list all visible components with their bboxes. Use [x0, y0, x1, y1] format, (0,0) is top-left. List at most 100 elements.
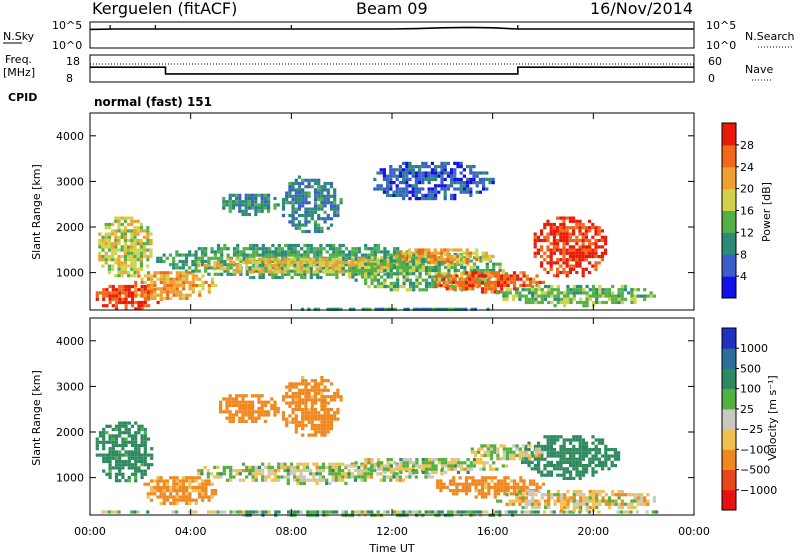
heatmap-cell: [254, 196, 258, 201]
date-title: 16/Nov/2014: [590, 0, 693, 18]
heatmap-cell: [317, 194, 321, 198]
heatmap-cell: [310, 414, 314, 418]
heatmap-cell: [508, 291, 512, 295]
heatmap-cell: [334, 264, 338, 268]
heatmap-cell: [286, 478, 290, 482]
heatmap-cell: [623, 493, 628, 497]
ytick-label: 4000: [56, 130, 84, 143]
heatmap-cell: [287, 510, 291, 514]
heatmap-cell: [102, 469, 106, 473]
heatmap-cell: [236, 253, 240, 257]
heatmap-cell: [470, 447, 474, 451]
heatmap-cell: [304, 178, 308, 182]
heatmap-cell: [552, 274, 556, 278]
heatmap-cell: [614, 294, 618, 298]
heatmap-cell: [291, 207, 295, 211]
heatmap-cell: [260, 394, 264, 398]
heatmap-cell: [317, 229, 321, 234]
heatmap-cell: [412, 464, 416, 468]
heatmap-cell: [261, 257, 265, 261]
heatmap-cell: [123, 261, 127, 265]
heatmap-cell: [460, 461, 464, 465]
heatmap-cell: [335, 275, 339, 280]
heatmap-cell: [146, 284, 151, 288]
heatmap-cell: [591, 226, 595, 230]
heatmap-cell: [428, 467, 432, 471]
heatmap-cell: [136, 226, 140, 230]
heatmap-cell: [546, 460, 550, 464]
heatmap-cell: [527, 300, 532, 305]
heatmap-cell: [490, 284, 494, 288]
heatmap-cell: [572, 496, 576, 500]
heatmap-cell: [271, 243, 275, 248]
heatmap-cell: [175, 263, 179, 267]
heatmap-cell: [607, 454, 611, 458]
heatmap-cell: [213, 250, 217, 254]
heatmap-cell: [178, 293, 183, 297]
heatmap-cell: [396, 278, 400, 282]
heatmap-cell: [293, 247, 297, 251]
heatmap-cell: [288, 382, 292, 386]
heatmap-cell: [395, 190, 399, 194]
heatmap-cell: [201, 482, 205, 486]
heatmap-cell: [302, 465, 306, 469]
heatmap-cell: [597, 229, 601, 233]
heatmap-cell: [405, 165, 409, 169]
nave-label: Nave: [745, 63, 773, 76]
heatmap-cell: [519, 284, 523, 288]
heatmap-cell: [537, 467, 541, 471]
heatmap-cell: [198, 277, 202, 281]
heatmap-cell: [528, 280, 533, 284]
heatmap-cell: [421, 193, 425, 197]
heatmap-cell: [489, 444, 494, 448]
heatmap-cell: [466, 458, 470, 462]
heatmap-cell: [153, 485, 157, 489]
heatmap-cell: [309, 247, 313, 251]
heatmap-cell: [133, 219, 137, 223]
heatmap-cell: [222, 196, 226, 201]
heatmap-cell: [288, 201, 292, 205]
heatmap-cell: [315, 469, 319, 473]
heatmap-cell: [120, 222, 124, 227]
heatmap-cell: [569, 499, 573, 503]
heatmap-cell: [389, 478, 393, 482]
heatmap-cell: [559, 216, 563, 220]
heatmap-cell: [257, 260, 262, 264]
heatmap-cell: [226, 272, 230, 276]
heatmap-cell: [357, 475, 361, 479]
heatmap-cell: [363, 257, 367, 261]
heatmap-cell: [159, 259, 163, 264]
heatmap-cell: [536, 251, 540, 255]
heatmap-cell: [350, 475, 354, 479]
heatmap-cell: [581, 254, 585, 259]
heatmap-cell: [389, 467, 393, 471]
heatmap-cell: [348, 464, 352, 468]
heatmap-cell: [533, 254, 537, 259]
heatmap-cell: [364, 247, 368, 251]
heatmap-cell: [280, 253, 285, 257]
heatmap-cell: [386, 269, 390, 273]
heatmap-cell: [505, 447, 510, 451]
heatmap-cell: [261, 275, 265, 280]
heatmap-cell: [134, 440, 138, 444]
heatmap-cell: [604, 235, 608, 239]
heatmap-cell: [472, 256, 477, 260]
heatmap-cell: [472, 262, 477, 266]
heatmap-cell: [588, 288, 592, 292]
heatmap-cell: [569, 457, 573, 461]
heatmap-cell: [305, 260, 310, 264]
heatmap-cell: [512, 444, 516, 448]
heatmap-cell: [273, 472, 278, 476]
heatmap-cell: [117, 235, 121, 239]
heatmap-cell: [607, 297, 612, 301]
heatmap-cell: [492, 269, 496, 273]
heatmap-cell: [118, 427, 122, 432]
heatmap-cell: [134, 434, 138, 438]
heatmap-cell: [309, 257, 313, 261]
heatmap-cell: [582, 502, 586, 506]
heatmap-cell: [153, 489, 157, 493]
heatmap-cell: [496, 271, 501, 275]
colorbar-frame: [721, 327, 737, 511]
heatmap-cell: [291, 197, 295, 202]
heatmap-cell: [226, 263, 230, 267]
